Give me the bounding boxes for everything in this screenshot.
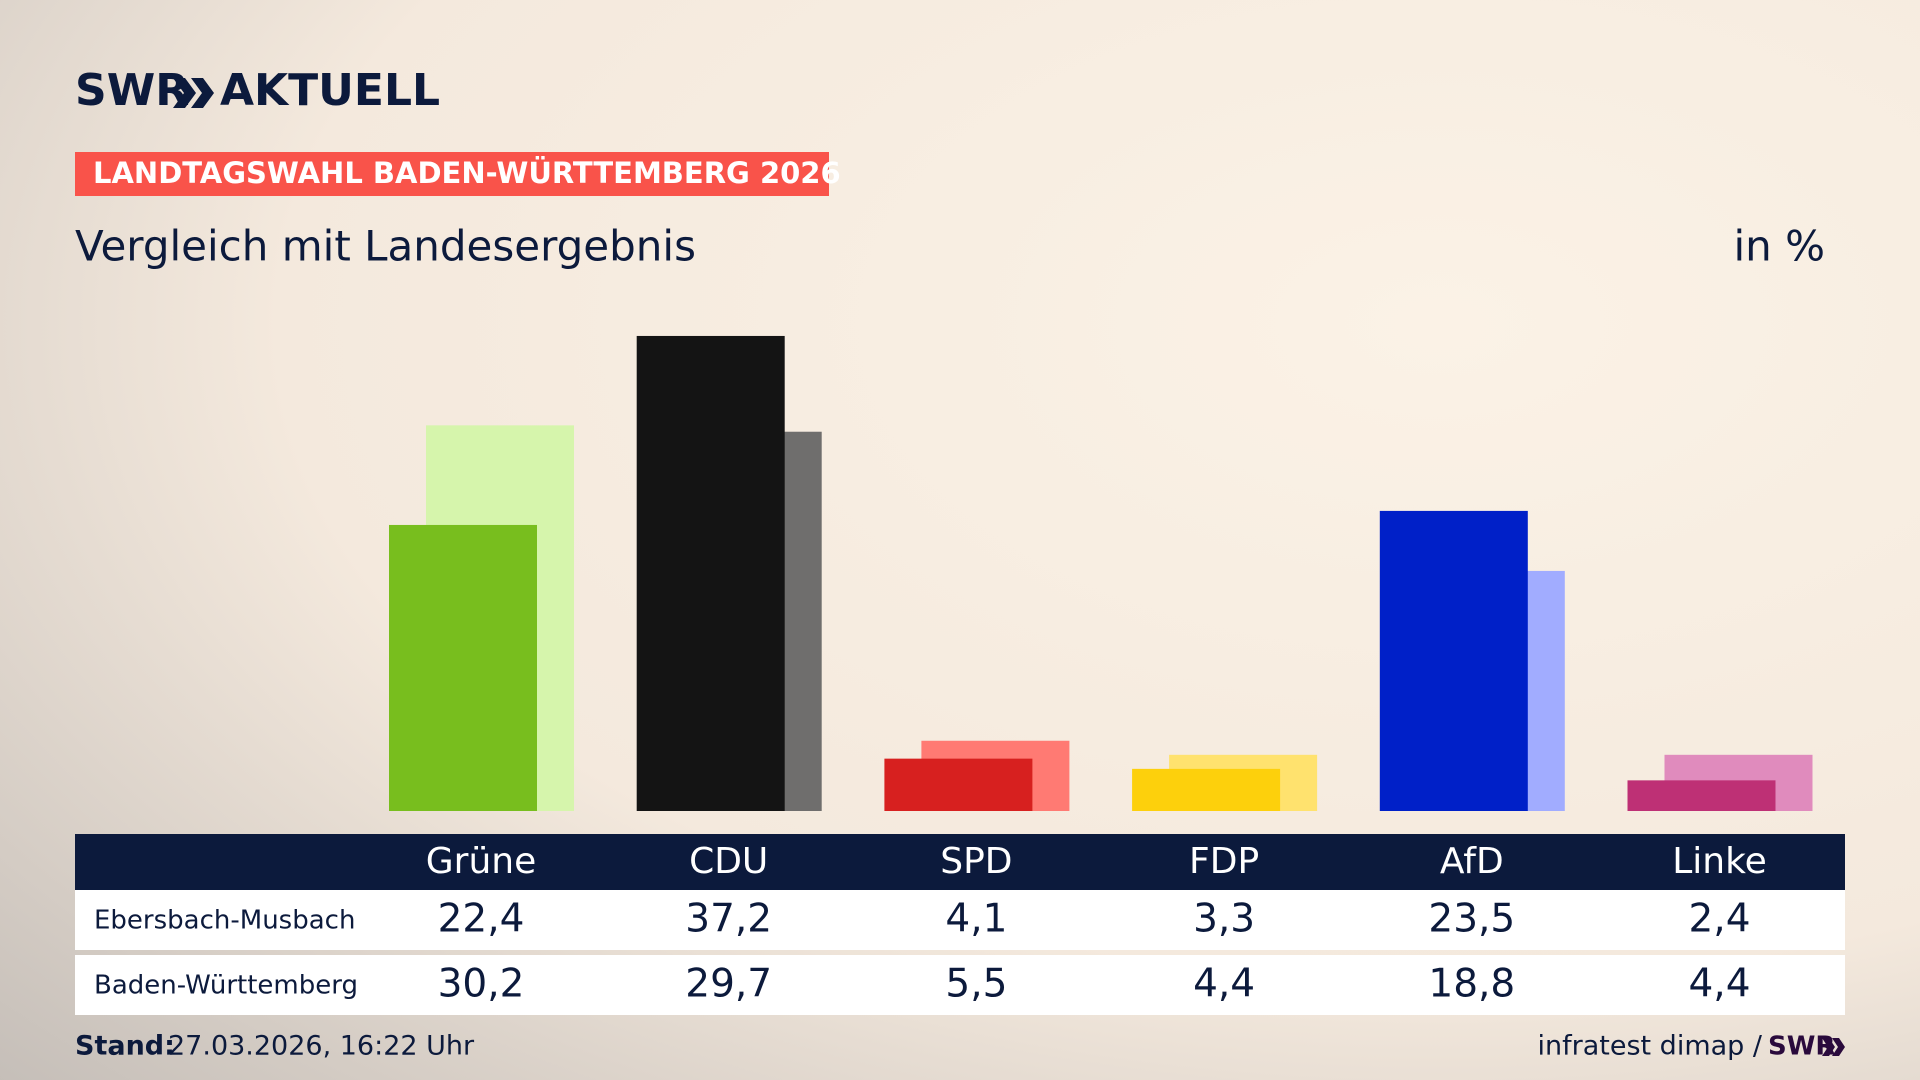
- source-chevrons: [1822, 1038, 1845, 1056]
- value-label: 22,4: [438, 897, 525, 942]
- bar: [1379, 510, 1528, 811]
- kicker-box: [75, 152, 829, 196]
- source-logo: SWR: [1768, 1032, 1835, 1062]
- legend-label: Baden-Württemberg: [94, 971, 358, 1001]
- value-label: 37,2: [685, 897, 772, 942]
- source: infratest dimap /: [1537, 1031, 1762, 1062]
- value-label: 4,1: [945, 897, 1007, 942]
- bar: [884, 758, 1033, 811]
- value-label: 4,4: [1193, 962, 1255, 1007]
- category-label: SPD: [940, 841, 1012, 882]
- legend-label: Ebersbach-Musbach: [94, 906, 355, 936]
- stand-label: Stand:: [75, 1031, 175, 1062]
- value-label: 30,2: [438, 962, 525, 1007]
- value-label: 5,5: [945, 962, 1007, 1007]
- logo-program: AKTUELL: [220, 65, 440, 116]
- bar: [1132, 768, 1281, 811]
- bar: [636, 335, 785, 811]
- category-label: Linke: [1672, 841, 1767, 882]
- category-label: Grüne: [426, 841, 536, 882]
- value-label: 3,3: [1193, 897, 1255, 942]
- bar: [1627, 780, 1776, 811]
- kicker: LANDTAGSWAHL BADEN-WÜRTTEMBERG 2026: [93, 156, 841, 190]
- stand: 27.03.2026, 16:22 Uhr: [168, 1031, 475, 1062]
- table-row: [75, 890, 1845, 950]
- logo-chevrons: [173, 78, 214, 108]
- chart-title: Vergleich mit Landesergebnis: [75, 222, 696, 271]
- table-row: [75, 955, 1845, 1015]
- logo-name: SWR: [75, 65, 189, 116]
- category-label: FDP: [1189, 841, 1259, 882]
- value-label: 4,4: [1688, 962, 1750, 1007]
- category-label: AfD: [1440, 841, 1504, 882]
- value-label: 29,7: [685, 962, 772, 1007]
- table-header: [75, 834, 1845, 890]
- value-label: 23,5: [1428, 897, 1515, 942]
- value-label: 18,8: [1428, 962, 1515, 1007]
- unit-label: in %: [1733, 222, 1825, 271]
- category-label: CDU: [689, 841, 768, 882]
- bar: [389, 524, 537, 811]
- value-label: 2,4: [1688, 897, 1750, 942]
